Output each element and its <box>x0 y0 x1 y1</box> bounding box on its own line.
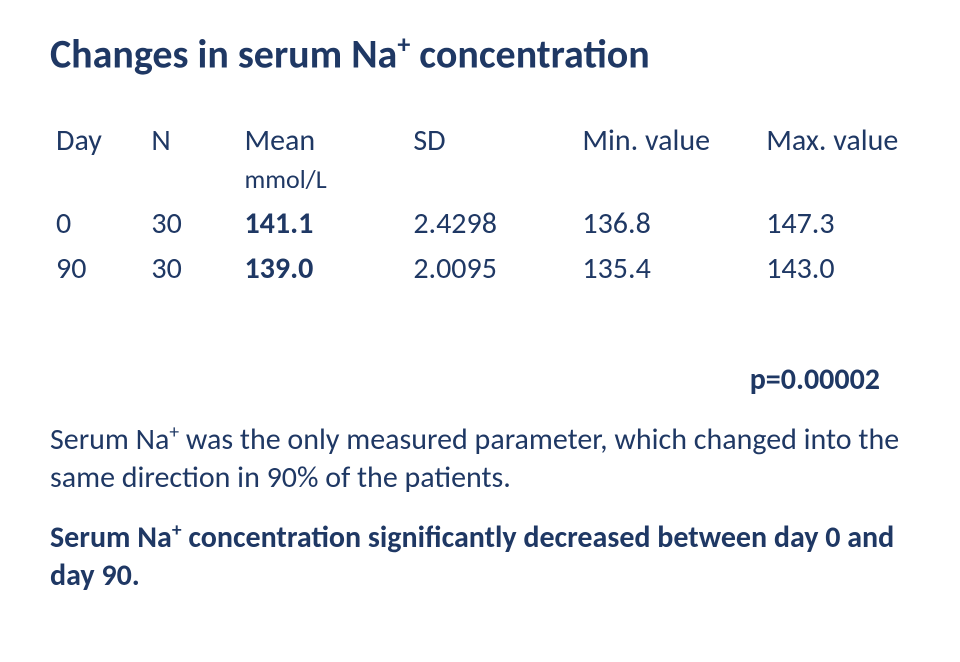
cell-sd: 2.4298 <box>407 201 576 246</box>
para2-sup: + <box>172 518 182 542</box>
table-row: 90 30 139.0 2.0095 135.4 143.0 <box>50 246 910 291</box>
col-sd: SD <box>407 118 576 163</box>
slide: Changes in serum Na+ concentration Day N… <box>0 0 960 662</box>
col-day: Day <box>50 118 145 163</box>
paragraph-1: Serum Na+ was the only measured paramete… <box>50 420 910 496</box>
cell-day: 0 <box>50 201 145 246</box>
col-mean: Mean <box>238 118 407 163</box>
cell-max: 147.3 <box>760 201 910 246</box>
table-header-row: Day N Mean SD Min. value Max. value <box>50 118 910 163</box>
para2-pre: Serum Na <box>50 519 172 556</box>
cell-day: 90 <box>50 246 145 291</box>
unit-row: mmol/L <box>50 163 910 201</box>
data-table: Day N Mean SD Min. value Max. value mmol… <box>50 118 910 291</box>
cell-n: 30 <box>145 201 238 246</box>
unit-cell: mmol/L <box>238 163 407 201</box>
p-value: p=0.00002 <box>50 361 880 398</box>
cell-mean: 139.0 <box>238 246 407 291</box>
col-min: Min. value <box>576 118 760 163</box>
cell-mean: 141.1 <box>238 201 407 246</box>
para1-pre: Serum Na <box>50 421 169 458</box>
col-max: Max. value <box>760 118 910 163</box>
cell-sd: 2.0095 <box>407 246 576 291</box>
cell-min: 136.8 <box>576 201 760 246</box>
cell-max: 143.0 <box>760 246 910 291</box>
title-pre: Changes in serum Na <box>50 29 397 78</box>
para1-sup: + <box>169 420 179 444</box>
paragraph-2: Serum Na+ concentration significantly de… <box>50 518 910 594</box>
slide-title: Changes in serum Na+ concentration <box>50 28 910 78</box>
title-sup: + <box>397 28 410 60</box>
cell-n: 30 <box>145 246 238 291</box>
title-post: concentration <box>410 29 650 78</box>
col-n: N <box>145 118 238 163</box>
cell-min: 135.4 <box>576 246 760 291</box>
table-row: 0 30 141.1 2.4298 136.8 147.3 <box>50 201 910 246</box>
